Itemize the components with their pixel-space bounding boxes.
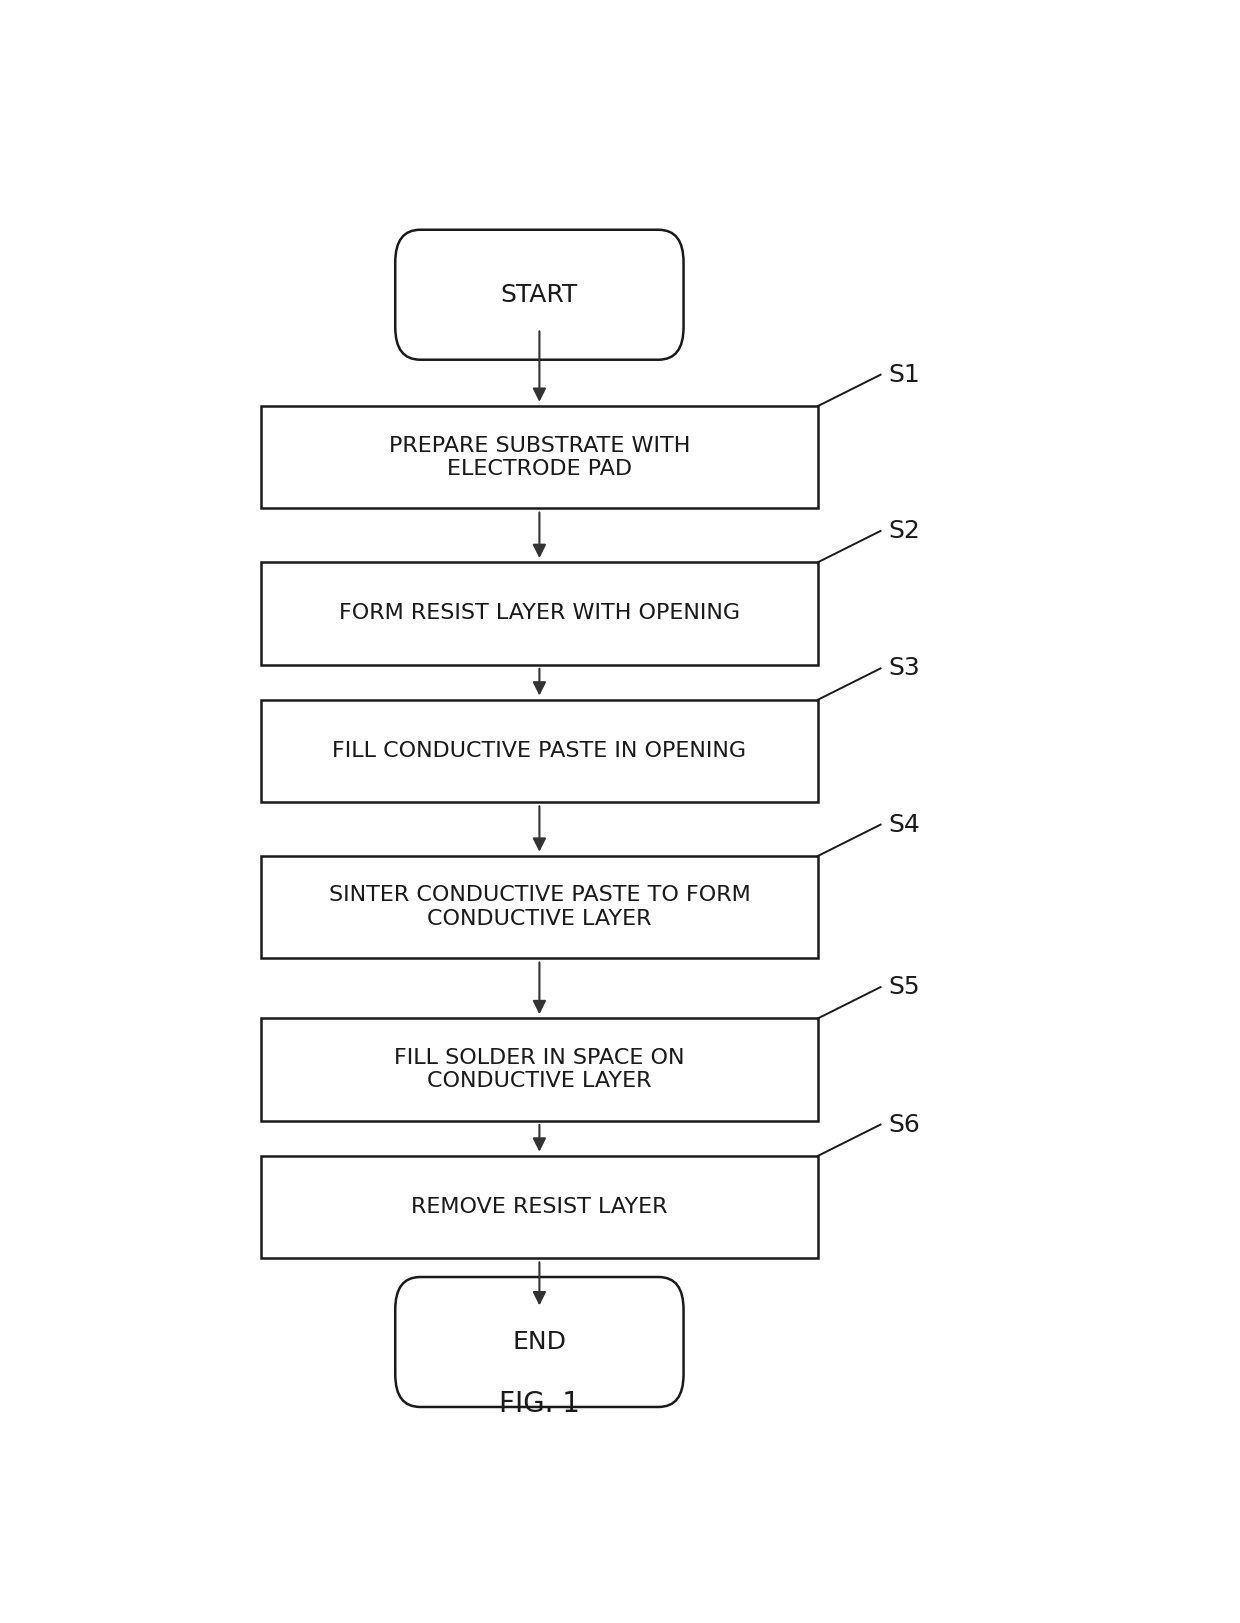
Bar xyxy=(260,700,818,802)
Text: S4: S4 xyxy=(888,813,920,836)
Bar xyxy=(260,406,818,508)
Text: S5: S5 xyxy=(888,975,920,1000)
Text: START: START xyxy=(501,282,578,307)
FancyBboxPatch shape xyxy=(396,230,683,360)
Text: S1: S1 xyxy=(888,362,920,386)
Text: FILL SOLDER IN SPACE ON
CONDUCTIVE LAYER: FILL SOLDER IN SPACE ON CONDUCTIVE LAYER xyxy=(394,1048,684,1091)
Text: REMOVE RESIST LAYER: REMOVE RESIST LAYER xyxy=(412,1198,667,1217)
Bar xyxy=(260,855,818,958)
Text: S6: S6 xyxy=(888,1112,920,1136)
Bar xyxy=(260,1156,818,1258)
Text: S3: S3 xyxy=(888,656,920,680)
Bar xyxy=(260,1018,818,1121)
Text: FORM RESIST LAYER WITH OPENING: FORM RESIST LAYER WITH OPENING xyxy=(339,604,740,623)
Text: END: END xyxy=(512,1329,567,1354)
Bar xyxy=(260,562,818,665)
FancyBboxPatch shape xyxy=(396,1277,683,1407)
Text: SINTER CONDUCTIVE PASTE TO FORM
CONDUCTIVE LAYER: SINTER CONDUCTIVE PASTE TO FORM CONDUCTI… xyxy=(329,886,750,928)
Text: S2: S2 xyxy=(888,519,920,544)
Text: PREPARE SUBSTRATE WITH
ELECTRODE PAD: PREPARE SUBSTRATE WITH ELECTRODE PAD xyxy=(388,435,691,479)
Text: FIG. 1: FIG. 1 xyxy=(498,1391,580,1419)
Text: FILL CONDUCTIVE PASTE IN OPENING: FILL CONDUCTIVE PASTE IN OPENING xyxy=(332,740,746,761)
